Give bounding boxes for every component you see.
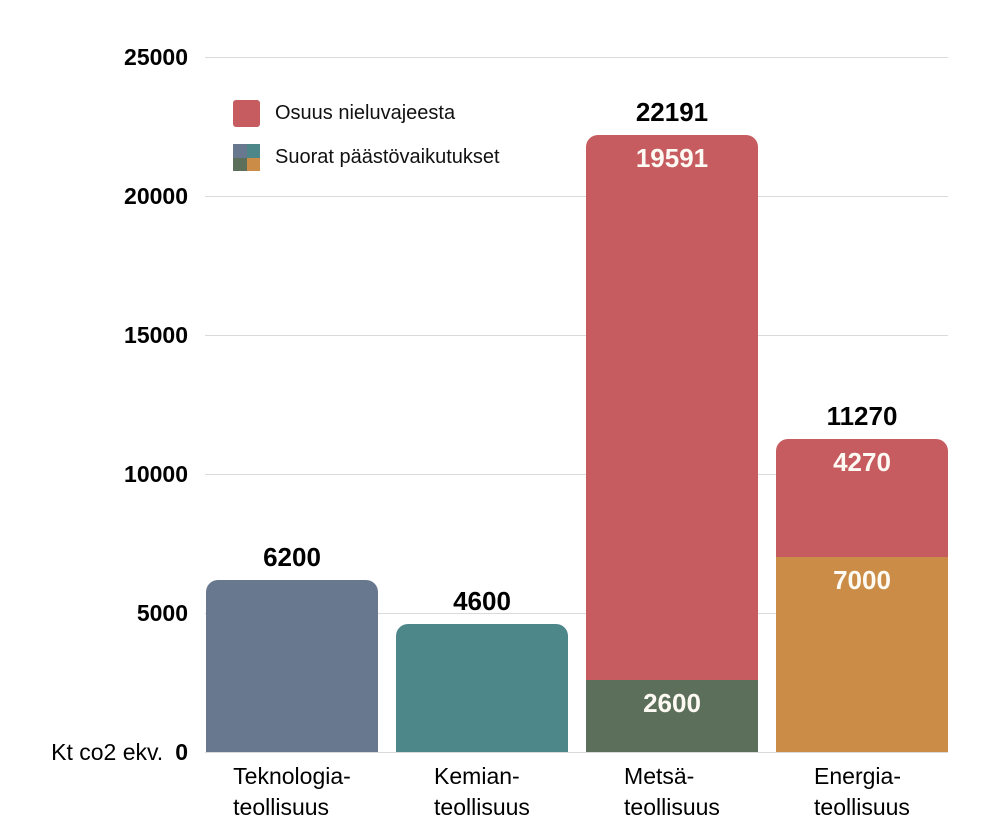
- y-tick-label-20000: 20000: [124, 183, 188, 209]
- legend-item-nieluvajeesta: Osuus nieluvajeesta: [233, 100, 500, 127]
- bar-segment-direct-mets-teollisuus: [586, 679, 758, 752]
- legend-label-nieluvajeesta: Osuus nieluvajeesta: [275, 102, 456, 124]
- x-category-label-text: Energia-teollisuus: [814, 763, 910, 820]
- bar-total-label-mets-teollisuus: 22191: [635, 97, 709, 128]
- y-tick-label-0: Kt co2 ekv. 0: [51, 739, 188, 765]
- segment-value-label-direct-energia-teollisuus: 7000: [833, 565, 891, 596]
- gridline-10000: [205, 473, 948, 475]
- gridline-0: [205, 751, 948, 753]
- y-axis-unit-label: Kt co2 ekv.: [51, 739, 164, 765]
- gridline-5000: [205, 612, 948, 614]
- y-tick-label-15000: 15000: [124, 322, 188, 348]
- x-category-label-mets-teollisuus: Metsä-teollisuus: [586, 761, 758, 823]
- x-category-label-teknologia-teollisuus: Teknologia-teollisuus: [206, 761, 378, 823]
- y-tick-label-5000: 5000: [136, 600, 188, 626]
- legend-swatch-red-icon: [233, 100, 260, 127]
- segment-value-label-nieluvajeesta-mets-teollisuus: 19591: [635, 143, 709, 174]
- x-category-label-text: Teknologia-teollisuus: [233, 763, 351, 820]
- chart-legend: Osuus nieluvajeesta Suorat päästövaikutu…: [233, 100, 500, 171]
- bar-segment-nieluvajeesta-mets-teollisuus: [586, 135, 758, 680]
- y-tick-label-25000: 25000: [124, 44, 188, 70]
- legend-label-suorat: Suorat päästövaikutukset: [275, 146, 500, 168]
- x-category-label-energia-teollisuus: Energia-teollisuus: [776, 761, 948, 823]
- bar-total-label-kemian-teollisuus: 4600: [453, 586, 511, 617]
- x-category-label-kemian-teollisuus: Kemian-teollisuus: [396, 761, 568, 823]
- y-tick-label-10000: 10000: [124, 461, 188, 487]
- x-category-label-text: Kemian-teollisuus: [434, 763, 530, 820]
- x-category-label-text: Metsä-teollisuus: [624, 763, 720, 820]
- bar-segment-direct-teknologia-teollisuus: [206, 579, 378, 752]
- legend-item-suorat: Suorat päästövaikutukset: [233, 144, 500, 171]
- gridline-20000: [205, 195, 948, 197]
- segment-value-label-direct-mets-teollisuus: 2600: [643, 687, 701, 718]
- gridline-15000: [205, 334, 948, 336]
- bar-segment-direct-kemian-teollisuus: [396, 624, 568, 752]
- bar-segment-direct-energia-teollisuus: [776, 557, 948, 752]
- bar-segment-nieluvajeesta-energia-teollisuus: [776, 438, 948, 558]
- legend-swatch-quad-icon: [233, 144, 260, 171]
- bar-total-label-energia-teollisuus: 11270: [826, 400, 898, 431]
- bar-total-label-teknologia-teollisuus: 6200: [263, 541, 321, 572]
- gridline-25000: [205, 56, 948, 58]
- segment-value-label-nieluvajeesta-energia-teollisuus: 4270: [833, 446, 891, 477]
